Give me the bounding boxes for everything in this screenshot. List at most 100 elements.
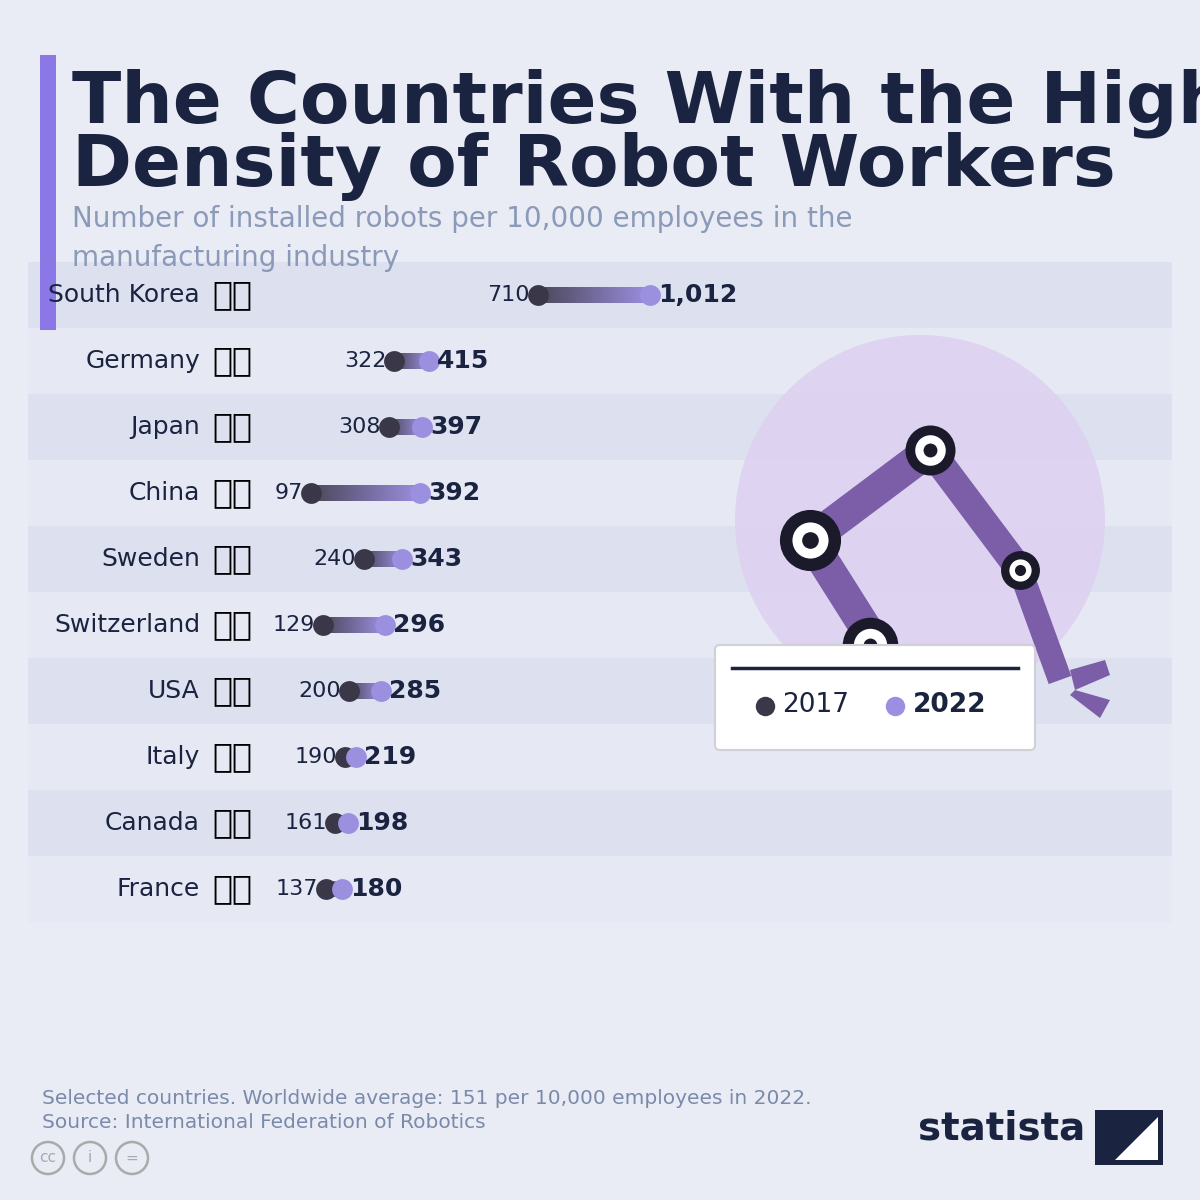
Bar (413, 485, 415, 502)
Bar (613, 287, 616, 302)
Bar (350, 485, 352, 502)
Text: 296: 296 (392, 613, 445, 637)
Bar (553, 287, 554, 302)
Bar (372, 617, 373, 634)
Bar (622, 287, 623, 302)
Bar (348, 485, 350, 502)
Bar (616, 287, 617, 302)
Bar (380, 485, 382, 502)
Bar (331, 617, 332, 634)
Bar (344, 617, 346, 634)
Bar (389, 485, 390, 502)
Bar (355, 485, 356, 502)
Bar (576, 287, 578, 302)
Bar (606, 287, 608, 302)
Bar (563, 287, 564, 302)
Bar (564, 287, 566, 302)
Bar (614, 287, 617, 302)
Bar (353, 617, 354, 634)
Bar (384, 485, 385, 502)
Bar (584, 287, 587, 302)
Bar (562, 287, 563, 302)
Bar (360, 617, 361, 634)
Bar (353, 617, 354, 634)
Bar (397, 485, 400, 502)
Text: 322: 322 (344, 350, 386, 371)
Bar (356, 617, 358, 634)
Bar (341, 485, 343, 502)
Bar (566, 287, 568, 302)
Bar (610, 287, 612, 302)
Bar (368, 485, 370, 502)
Bar (600, 287, 602, 302)
Bar (365, 617, 366, 634)
Bar (581, 287, 583, 302)
Circle shape (734, 335, 1105, 704)
Bar (371, 485, 373, 502)
Bar (377, 485, 378, 502)
Bar (360, 617, 361, 634)
Bar (624, 287, 625, 302)
Text: 392: 392 (428, 481, 480, 505)
Bar (354, 485, 355, 502)
Bar (551, 287, 553, 302)
Bar (374, 617, 376, 634)
Text: USA: USA (149, 679, 200, 703)
Bar (382, 617, 383, 634)
Bar (408, 485, 409, 502)
Bar (407, 485, 408, 502)
Bar (343, 617, 344, 634)
Bar (354, 617, 355, 634)
Bar (409, 485, 412, 502)
Bar (557, 287, 558, 302)
Bar (385, 485, 388, 502)
Bar (544, 287, 546, 302)
Polygon shape (800, 437, 940, 553)
Text: 137: 137 (275, 878, 318, 899)
Bar (328, 485, 329, 502)
Text: 198: 198 (356, 811, 409, 835)
Bar (575, 287, 576, 302)
Bar (340, 617, 341, 634)
Bar (367, 617, 368, 634)
Bar (401, 485, 402, 502)
Bar (398, 485, 400, 502)
Bar (28, 724, 1172, 790)
Bar (408, 485, 410, 502)
Bar (571, 287, 574, 302)
Bar (805, 650, 946, 662)
Bar (337, 617, 340, 634)
Bar (558, 287, 559, 302)
Text: 710: 710 (487, 284, 530, 305)
Bar (554, 287, 557, 302)
Bar (600, 287, 601, 302)
Bar (28, 592, 1172, 658)
Bar (374, 617, 377, 634)
Bar (604, 287, 605, 302)
Text: 200: 200 (299, 680, 341, 701)
Bar (586, 287, 587, 302)
Bar (317, 485, 318, 502)
Bar (592, 287, 593, 302)
Bar (550, 287, 551, 302)
Bar (319, 485, 320, 502)
Bar (356, 485, 359, 502)
Bar (346, 485, 347, 502)
Bar (619, 287, 620, 302)
Bar (391, 485, 392, 502)
Bar (580, 287, 581, 302)
Text: 🇺🇸: 🇺🇸 (212, 674, 252, 708)
Text: 🇰🇷: 🇰🇷 (212, 278, 252, 312)
Bar (565, 287, 566, 302)
Bar (625, 287, 628, 302)
Bar (341, 617, 342, 634)
Text: 240: 240 (313, 550, 356, 569)
Bar (392, 485, 394, 502)
Bar (366, 485, 367, 502)
Bar (383, 485, 385, 502)
Text: 🇯🇵: 🇯🇵 (212, 410, 252, 444)
Text: Source: International Federation of Robotics: Source: International Federation of Robo… (42, 1114, 486, 1132)
Bar (588, 287, 590, 302)
Bar (635, 287, 637, 302)
Bar (368, 617, 370, 634)
